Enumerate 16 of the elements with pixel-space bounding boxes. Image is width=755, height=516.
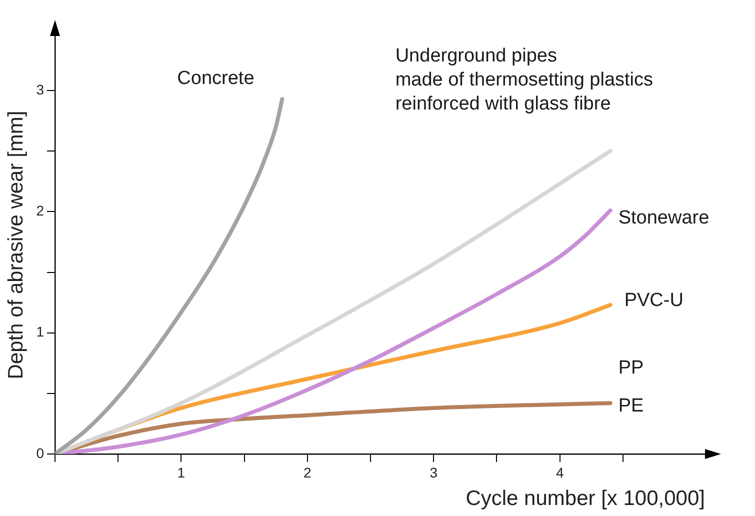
x-tick-label: 2 [304,464,312,480]
y-tick-label: 3 [36,81,44,98]
y-tick-label: 0 [36,444,44,461]
series-label: Stoneware [618,208,710,229]
y-tick-label: 2 [36,202,44,219]
x-tick-label: 4 [556,464,564,480]
y-axis-title: Depth of abrasive wear [mm] [4,110,28,380]
x-axis-title: Cycle number [x 100,000] [466,487,705,510]
series-label: PP PE [618,357,644,416]
x-tick-label: 1 [177,464,186,480]
series-label: Concrete [177,68,254,90]
x-tick-label: 3 [430,464,438,480]
y-tick-label: 1 [36,324,44,340]
text: Underground pipes made of thermosetting plastics reinforced with glass fibre [395,45,654,114]
series-label: PVC-U [624,290,684,312]
line-series [54,97,284,454]
